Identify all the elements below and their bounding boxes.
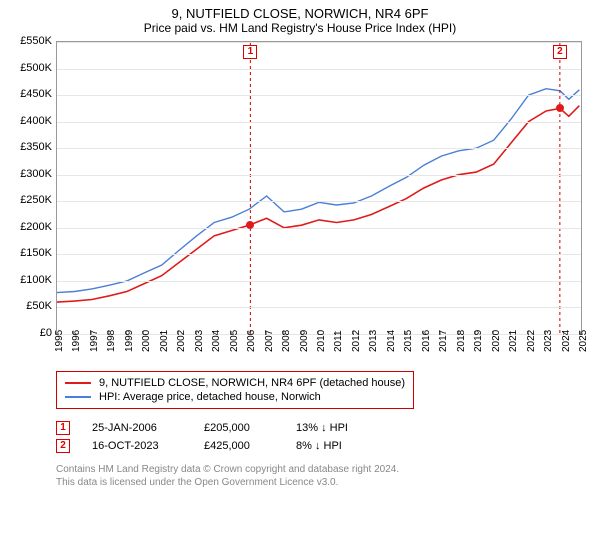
legend-item: HPI: Average price, detached house, Norw…	[65, 390, 405, 404]
x-tick-label: 2003	[194, 330, 205, 352]
x-tick-label: 2021	[508, 330, 519, 352]
x-tick-label: 1997	[89, 330, 100, 352]
x-tick-label: 2001	[159, 330, 170, 352]
series-hpi	[57, 89, 579, 293]
title-line1: 9, NUTFIELD CLOSE, NORWICH, NR4 6PF	[12, 6, 588, 21]
x-tick-label: 2015	[403, 330, 414, 352]
x-tick-label: 2007	[264, 330, 275, 352]
lines-layer	[57, 42, 581, 334]
y-tick-label: £400K	[6, 115, 52, 127]
y-tick-label: £550K	[6, 35, 52, 47]
x-tick-label: 2009	[299, 330, 310, 352]
footnote-line: Contains HM Land Registry data © Crown c…	[56, 463, 588, 476]
event-date: 25-JAN-2006	[92, 422, 182, 434]
event-date: 16-OCT-2023	[92, 440, 182, 452]
y-tick-label: £150K	[6, 247, 52, 259]
marker-box: 1	[243, 45, 257, 59]
x-tick-label: 2005	[229, 330, 240, 352]
x-axis: 1995199619971998199920002001200220032004…	[56, 335, 582, 361]
y-tick-label: £250K	[6, 194, 52, 206]
x-tick-label: 2014	[386, 330, 397, 352]
legend-label: HPI: Average price, detached house, Norw…	[99, 391, 321, 403]
event-row: 2 16-OCT-2023 £425,000 8% ↓ HPI	[56, 437, 588, 455]
x-tick-label: 2008	[281, 330, 292, 352]
event-price: £205,000	[204, 422, 274, 434]
chart: 12 1995199619971998199920002001200220032…	[56, 41, 582, 361]
y-tick-label: £500K	[6, 62, 52, 74]
series-price_paid	[57, 106, 579, 302]
legend-swatch	[65, 382, 91, 384]
x-tick-label: 2022	[526, 330, 537, 352]
legend: 9, NUTFIELD CLOSE, NORWICH, NR4 6PF (det…	[56, 371, 414, 409]
event-diff: 13% ↓ HPI	[296, 422, 396, 434]
x-tick-label: 2010	[316, 330, 327, 352]
x-tick-label: 2006	[246, 330, 257, 352]
legend-swatch	[65, 396, 91, 398]
x-tick-label: 2016	[421, 330, 432, 352]
plot-area: 12	[56, 41, 582, 335]
x-tick-label: 1995	[54, 330, 65, 352]
marker-box: 2	[553, 45, 567, 59]
y-tick-label: £0	[6, 327, 52, 339]
event-diff: 8% ↓ HPI	[296, 440, 396, 452]
x-tick-label: 2004	[211, 330, 222, 352]
event-marker: 1	[56, 421, 70, 435]
y-tick-label: £200K	[6, 221, 52, 233]
footnote: Contains HM Land Registry data © Crown c…	[56, 463, 588, 489]
event-marker: 2	[56, 439, 70, 453]
y-tick-label: £450K	[6, 88, 52, 100]
event-row: 1 25-JAN-2006 £205,000 13% ↓ HPI	[56, 419, 588, 437]
event-price: £425,000	[204, 440, 274, 452]
x-tick-label: 2024	[561, 330, 572, 352]
footnote-line: This data is licensed under the Open Gov…	[56, 476, 588, 489]
title-line2: Price paid vs. HM Land Registry's House …	[12, 21, 588, 35]
x-tick-label: 1996	[71, 330, 82, 352]
y-tick-label: £100K	[6, 274, 52, 286]
x-tick-label: 2013	[368, 330, 379, 352]
legend-label: 9, NUTFIELD CLOSE, NORWICH, NR4 6PF (det…	[99, 377, 405, 389]
y-tick-label: £350K	[6, 141, 52, 153]
x-tick-label: 2023	[543, 330, 554, 352]
y-tick-label: £300K	[6, 168, 52, 180]
x-tick-label: 2012	[351, 330, 362, 352]
x-tick-label: 2019	[473, 330, 484, 352]
x-tick-label: 2018	[456, 330, 467, 352]
x-tick-label: 2025	[578, 330, 589, 352]
x-tick-label: 1999	[124, 330, 135, 352]
legend-item: 9, NUTFIELD CLOSE, NORWICH, NR4 6PF (det…	[65, 376, 405, 390]
x-tick-label: 1998	[106, 330, 117, 352]
marker-point	[556, 104, 564, 112]
x-tick-label: 2011	[333, 330, 344, 352]
figure: 9, NUTFIELD CLOSE, NORWICH, NR4 6PF Pric…	[0, 0, 600, 497]
y-tick-label: £50K	[6, 300, 52, 312]
x-tick-label: 2020	[491, 330, 502, 352]
x-tick-label: 2002	[176, 330, 187, 352]
marker-point	[246, 221, 254, 229]
x-tick-label: 2017	[438, 330, 449, 352]
x-tick-label: 2000	[141, 330, 152, 352]
events-table: 1 25-JAN-2006 £205,000 13% ↓ HPI 2 16-OC…	[56, 419, 588, 455]
